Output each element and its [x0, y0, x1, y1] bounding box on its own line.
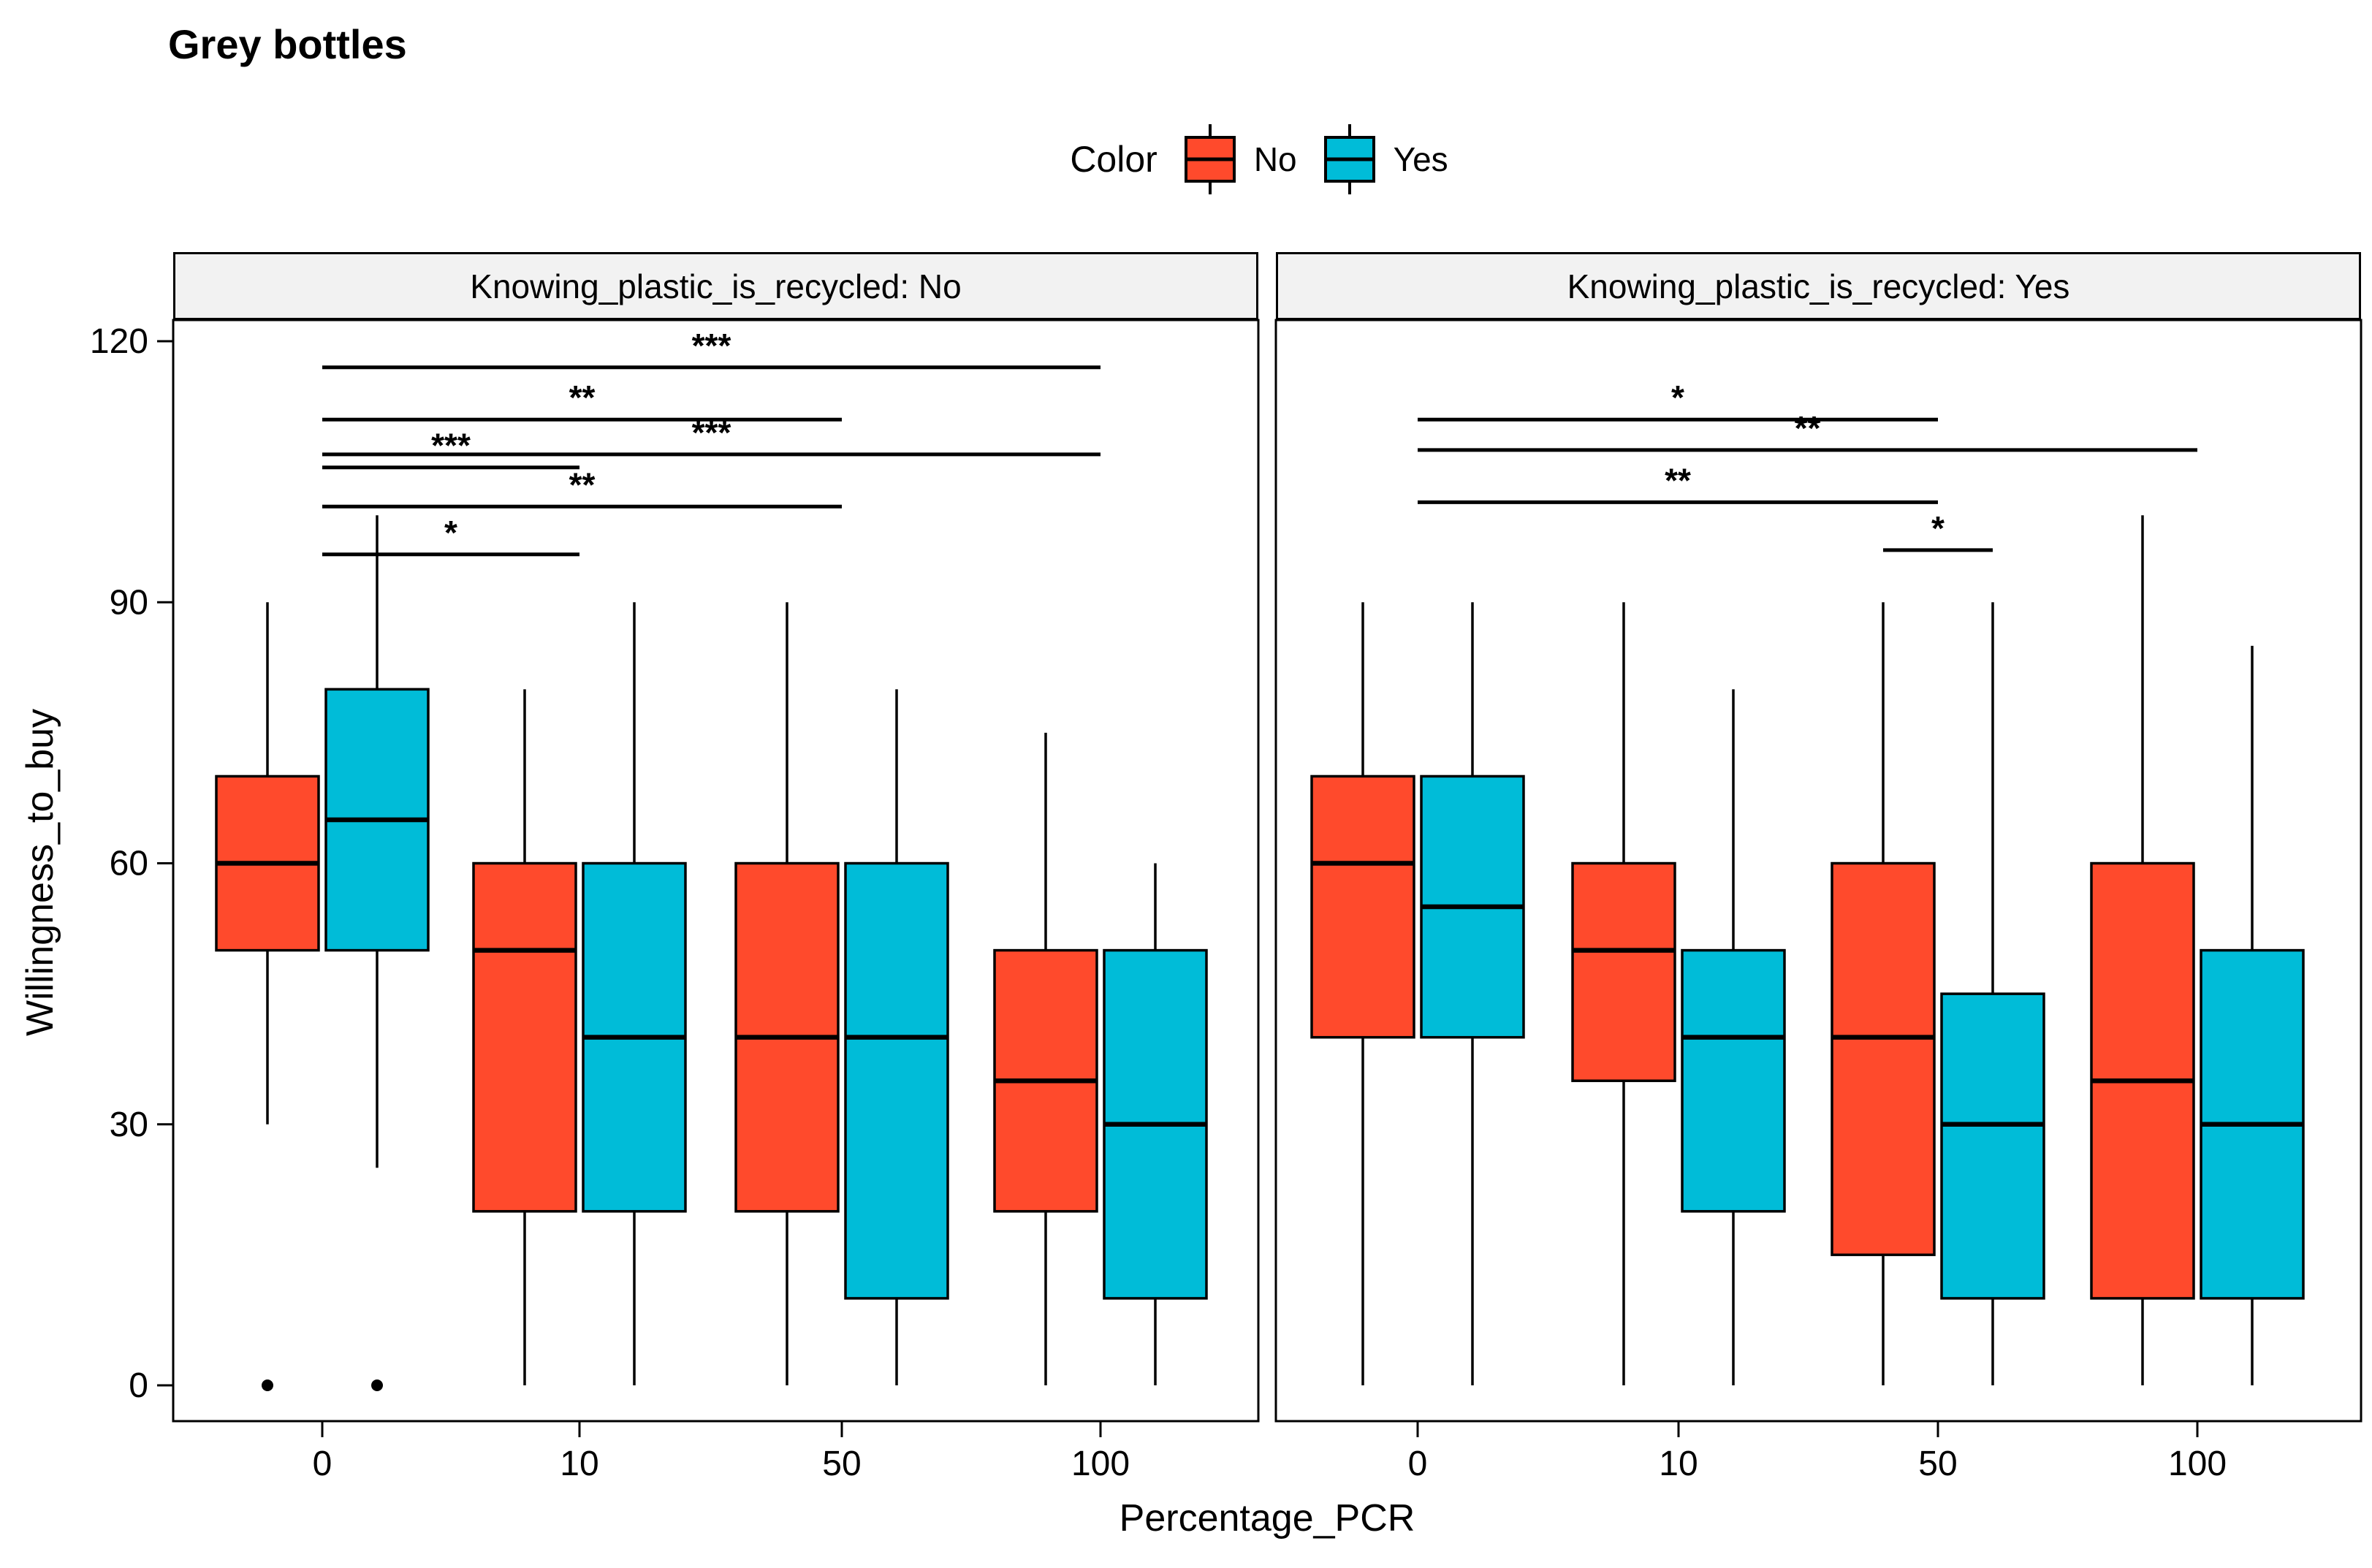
y-tick-label: 60: [110, 845, 148, 883]
significance-label: ***: [692, 414, 731, 452]
boxplot-box: [1681, 948, 1786, 1213]
legend-title: Color: [1070, 139, 1158, 180]
facet-strip-label: Knowing_plastic_is_recycled: Yes: [1567, 267, 2070, 305]
boxplot-box: [1831, 861, 1936, 1257]
boxplot-box: [1310, 775, 1415, 1039]
x-tick-label: 50: [1918, 1445, 1957, 1483]
chart-title: Grey bottles: [168, 21, 407, 67]
significance-label: ***: [692, 327, 731, 365]
boxplot-box: [472, 861, 577, 1213]
boxplot-key-icon: [1322, 123, 1377, 196]
significance-label: ***: [431, 427, 471, 465]
significance-label: *: [1671, 378, 1684, 416]
y-tick-label: 0: [129, 1366, 148, 1405]
legend-item-yes: Yes: [1322, 123, 1448, 196]
x-tick-label: 0: [1408, 1445, 1428, 1483]
x-axis-title: Percentage_PCR: [1119, 1497, 1415, 1540]
panel-border: [1274, 319, 2363, 1423]
outlier-point: [371, 1379, 383, 1391]
x-tick-label: 50: [822, 1445, 861, 1483]
boxplot-key-glyph: [1184, 124, 1236, 194]
x-tick-label: 0: [313, 1445, 332, 1483]
significance-label: *: [444, 514, 457, 552]
x-tick-label: 100: [1071, 1445, 1130, 1483]
outlier-point: [262, 1379, 273, 1391]
y-axis-title: Willingness_to_buy: [19, 708, 61, 1037]
legend-item-no: No: [1182, 123, 1297, 196]
y-tick-label: 120: [90, 322, 148, 361]
boxplot-box: [844, 861, 949, 1300]
significance-label: *: [1931, 509, 1945, 547]
legend-label-no: No: [1253, 140, 1297, 178]
x-tick-label: 10: [560, 1445, 598, 1483]
boxplot-box: [1571, 861, 1676, 1082]
boxplot-key-glyph: [1323, 124, 1375, 194]
panel-border: [172, 319, 1260, 1423]
boxplot-box: [1940, 992, 2045, 1300]
significance-label: **: [569, 378, 596, 416]
boxplot-key-icon: [1182, 123, 1238, 196]
x-tick-label: 100: [2168, 1445, 2227, 1483]
significance-label: **: [1665, 461, 1691, 499]
facet-strip-label: Knowing_plastic_is_recycled: No: [470, 267, 962, 305]
significance-label: **: [569, 465, 596, 503]
significance-label: **: [1795, 409, 1821, 447]
y-tick-label: 90: [110, 583, 148, 622]
y-tick-label: 30: [110, 1105, 148, 1144]
legend: Color No Yes: [0, 123, 2372, 196]
x-tick-label: 10: [1659, 1445, 1698, 1483]
legend-label-yes: Yes: [1393, 140, 1448, 178]
